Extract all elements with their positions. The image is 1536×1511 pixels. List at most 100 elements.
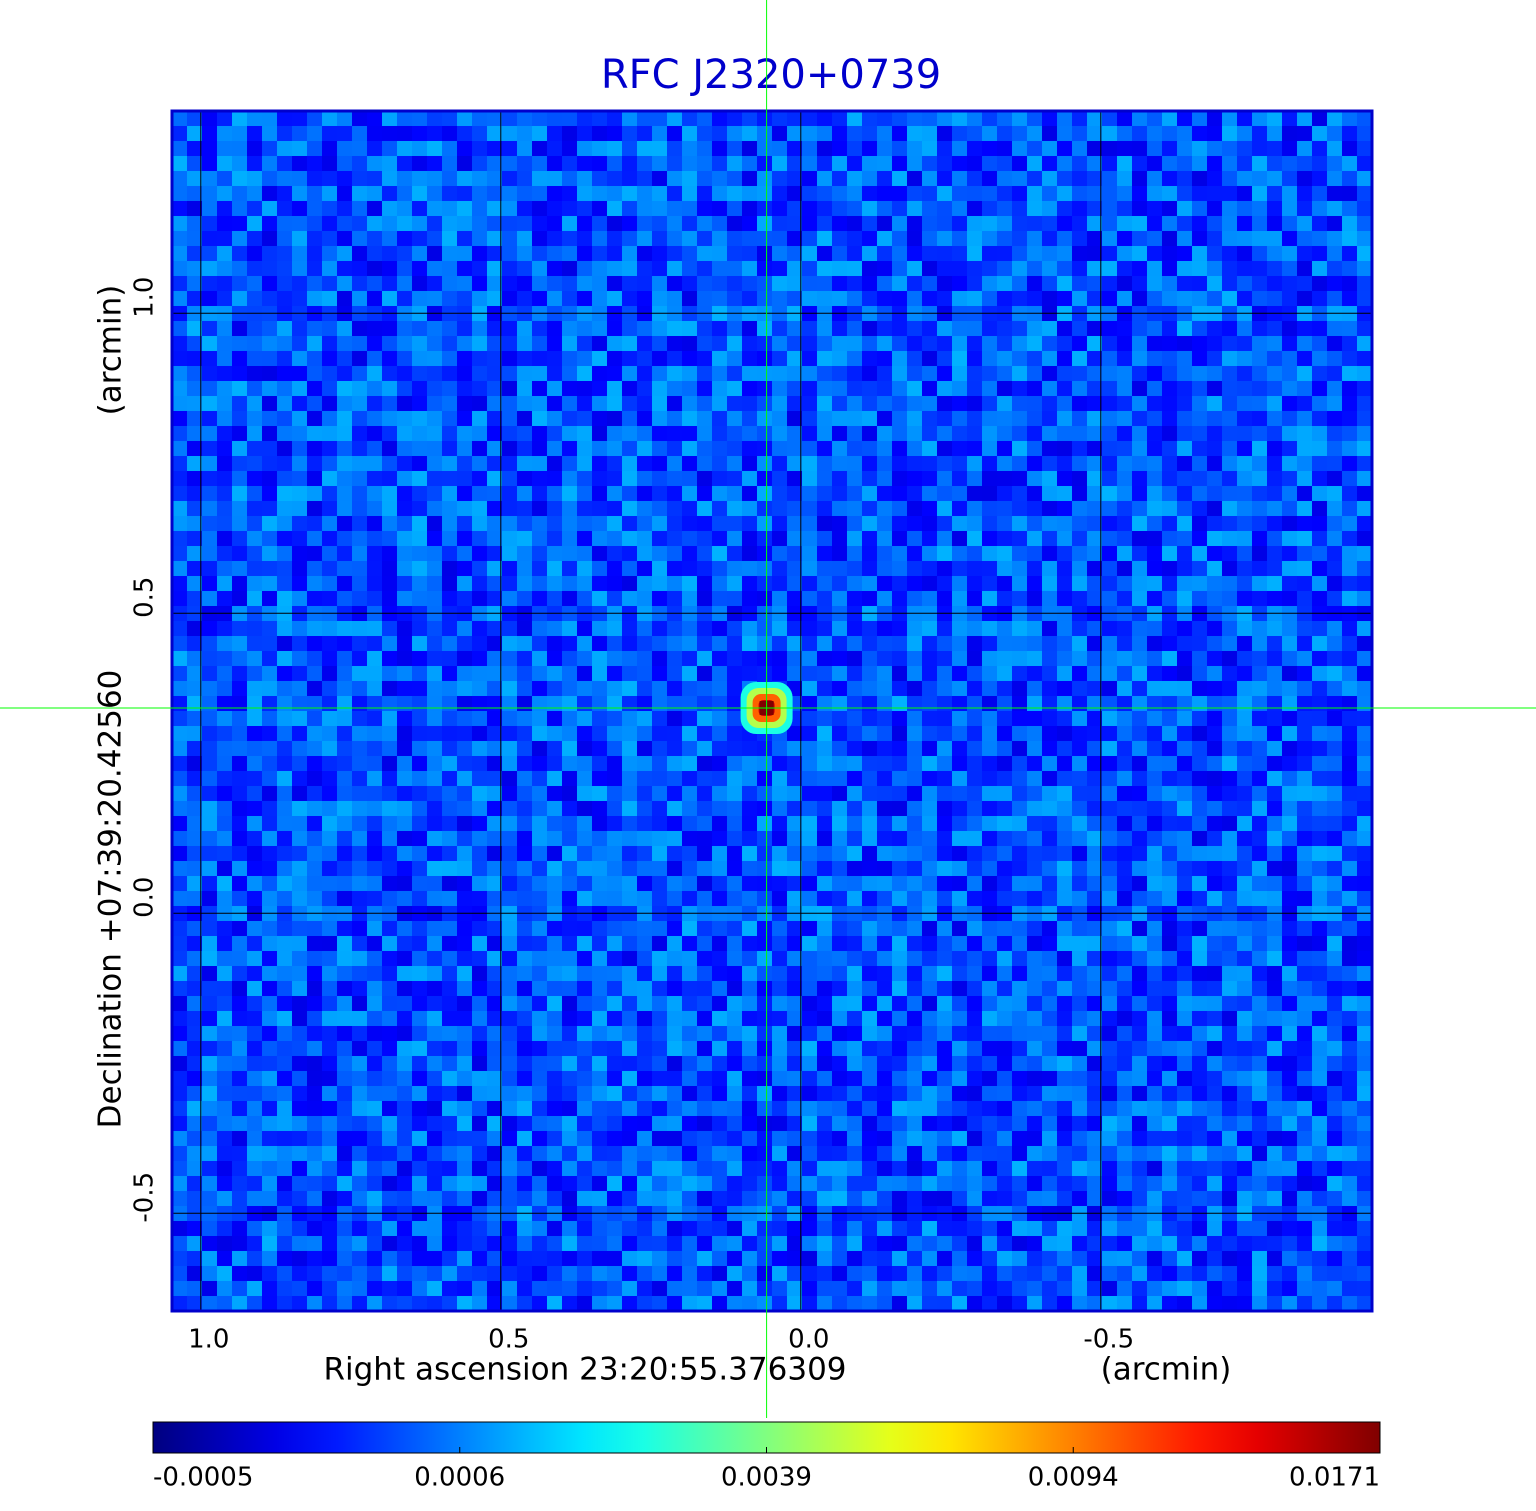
noise-pixel <box>847 1236 863 1252</box>
noise-pixel <box>817 816 833 832</box>
noise-pixel <box>262 186 278 202</box>
noise-pixel <box>1027 1296 1043 1312</box>
noise-pixel <box>232 846 248 862</box>
noise-pixel <box>592 201 608 217</box>
noise-pixel <box>712 321 728 337</box>
noise-pixel <box>397 1056 413 1072</box>
noise-pixel <box>1027 1176 1043 1192</box>
noise-pixel <box>937 1206 953 1222</box>
noise-pixel <box>442 786 458 802</box>
noise-pixel <box>202 411 218 427</box>
noise-pixel <box>937 1266 953 1282</box>
noise-pixel <box>847 381 863 397</box>
noise-pixel <box>697 756 713 772</box>
noise-pixel <box>412 411 428 427</box>
noise-pixel <box>952 981 968 997</box>
noise-pixel <box>427 1146 443 1162</box>
noise-pixel <box>472 576 488 592</box>
noise-pixel <box>622 261 638 277</box>
noise-pixel <box>472 1206 488 1222</box>
noise-pixel <box>367 381 383 397</box>
noise-pixel <box>427 156 443 172</box>
noise-pixel <box>1027 936 1043 952</box>
noise-pixel <box>667 441 683 457</box>
noise-pixel <box>1042 1086 1058 1102</box>
noise-pixel <box>1057 216 1073 232</box>
noise-pixel <box>277 1206 293 1222</box>
noise-pixel <box>307 201 323 217</box>
noise-pixel <box>382 1221 398 1237</box>
noise-pixel <box>652 921 668 937</box>
noise-pixel <box>1072 366 1088 382</box>
noise-pixel <box>712 396 728 412</box>
noise-pixel <box>652 396 668 412</box>
noise-pixel <box>472 1161 488 1177</box>
noise-pixel <box>472 1236 488 1252</box>
noise-pixel <box>427 1266 443 1282</box>
noise-pixel <box>412 171 428 187</box>
noise-pixel <box>817 186 833 202</box>
noise-pixel <box>442 921 458 937</box>
noise-pixel <box>442 1041 458 1057</box>
noise-pixel <box>712 201 728 217</box>
noise-pixel <box>1027 426 1043 442</box>
noise-pixel <box>217 711 233 727</box>
noise-pixel <box>727 1116 743 1132</box>
noise-pixel <box>502 1146 518 1162</box>
noise-pixel <box>532 141 548 157</box>
noise-pixel <box>847 306 863 322</box>
noise-pixel <box>382 801 398 817</box>
noise-pixel <box>442 1206 458 1222</box>
noise-pixel <box>907 651 923 667</box>
noise-pixel <box>697 1146 713 1162</box>
noise-pixel <box>832 771 848 787</box>
noise-pixel <box>892 381 908 397</box>
noise-pixel <box>922 276 938 292</box>
noise-pixel <box>562 906 578 922</box>
noise-pixel <box>547 1071 563 1087</box>
noise-pixel <box>592 831 608 847</box>
noise-pixel <box>1072 741 1088 757</box>
noise-pixel <box>1087 831 1103 847</box>
noise-pixel <box>472 321 488 337</box>
noise-pixel <box>547 186 563 202</box>
noise-pixel <box>652 951 668 967</box>
noise-pixel <box>307 276 323 292</box>
noise-pixel <box>937 1011 953 1027</box>
noise-pixel <box>787 936 803 952</box>
noise-pixel <box>967 981 983 997</box>
noise-pixel <box>427 891 443 907</box>
noise-pixel <box>487 1146 503 1162</box>
noise-pixel <box>367 606 383 622</box>
noise-pixel <box>667 531 683 547</box>
noise-pixel <box>787 786 803 802</box>
noise-pixel <box>742 1071 758 1087</box>
noise-pixel <box>172 591 188 607</box>
noise-pixel <box>877 111 893 127</box>
noise-pixel <box>847 141 863 157</box>
noise-pixel <box>337 216 353 232</box>
noise-pixel <box>1087 291 1103 307</box>
noise-pixel <box>712 561 728 577</box>
noise-pixel <box>352 1221 368 1237</box>
noise-pixel <box>472 651 488 667</box>
noise-pixel <box>412 501 428 517</box>
noise-pixel <box>847 216 863 232</box>
noise-pixel <box>247 156 263 172</box>
noise-pixel <box>397 666 413 682</box>
noise-pixel <box>832 726 848 742</box>
noise-pixel <box>532 831 548 847</box>
noise-pixel <box>1027 1236 1043 1252</box>
noise-pixel <box>937 276 953 292</box>
noise-pixel <box>712 186 728 202</box>
noise-pixel <box>727 141 743 157</box>
noise-pixel <box>967 1026 983 1042</box>
noise-pixel <box>367 831 383 847</box>
noise-pixel <box>337 111 353 127</box>
noise-pixel <box>622 291 638 307</box>
noise-pixel <box>202 801 218 817</box>
noise-pixel <box>562 801 578 817</box>
noise-pixel <box>862 861 878 877</box>
noise-pixel <box>877 186 893 202</box>
noise-pixel <box>337 486 353 502</box>
